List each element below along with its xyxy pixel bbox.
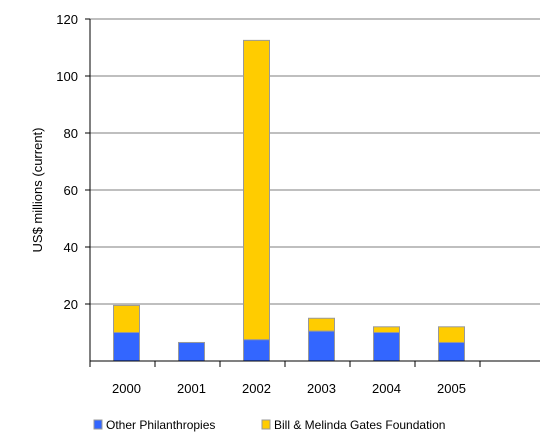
bar-bill-and-melinda-gates-foundation-2004: [373, 326, 400, 333]
bar-other-philanthropies-2005: [438, 341, 465, 362]
legend-item-gates-foundation: Bill & Melinda Gates Foundation: [261, 418, 445, 432]
bar-bill-and-melinda-gates-foundation-2000: [113, 304, 140, 333]
legend-label-other-philanthropies: Other Philanthropies: [106, 418, 215, 432]
x-tick-label-2000: 2000: [112, 381, 141, 396]
x-tick-label-2003: 2003: [307, 381, 336, 396]
bar-other-philanthropies-2003: [308, 330, 335, 362]
bar-other-philanthropies-2001: [178, 341, 205, 362]
axes: [89, 19, 540, 367]
y-tick-label-80: 80: [64, 126, 78, 141]
bar-bill-and-melinda-gates-foundation-2005: [438, 326, 465, 343]
legend-swatch-gates-foundation: [261, 419, 271, 430]
y-tick-label-100: 100: [56, 69, 78, 84]
x-tick-labels: 2000 2001 2002 2003 2004 2005: [112, 381, 466, 396]
legend-swatch-other-philanthropies: [93, 419, 103, 430]
bar-other-philanthropies-2004: [373, 332, 400, 362]
x-tick-label-2004: 2004: [372, 381, 401, 396]
x-tick-label-2005: 2005: [437, 381, 466, 396]
y-tick-label-20: 20: [64, 297, 78, 312]
x-tick-label-2001: 2001: [177, 381, 206, 396]
legend-item-other-philanthropies: Other Philanthropies: [93, 418, 215, 432]
y-tick-labels: 20 40 60 80 100 120: [56, 12, 78, 312]
y-tick-label-120: 120: [56, 12, 78, 27]
bar-other-philanthropies-2002: [243, 339, 270, 362]
y-tick-label-40: 40: [64, 240, 78, 255]
x-tick-label-2002: 2002: [242, 381, 271, 396]
bar-bill-and-melinda-gates-foundation-2003: [308, 317, 335, 332]
y-axis-title: US$ millions (current): [30, 128, 45, 253]
bar-other-philanthropies-2000: [113, 332, 140, 362]
legend-label-gates-foundation: Bill & Melinda Gates Foundation: [274, 418, 445, 432]
gridlines: [85, 18, 540, 305]
legend: Other Philanthropies Bill & Melinda Gate…: [93, 418, 445, 432]
bar-bill-and-melinda-gates-foundation-2002: [243, 39, 270, 341]
bars: [113, 39, 465, 362]
y-tick-label-60: 60: [64, 183, 78, 198]
